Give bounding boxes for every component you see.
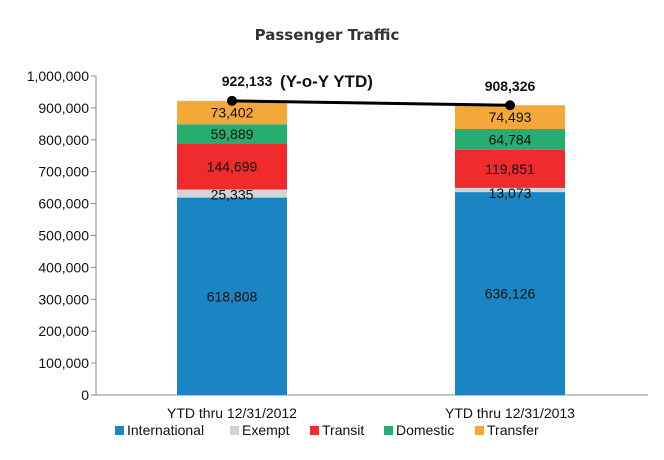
legend-swatch-transit	[310, 426, 319, 435]
segment-value-label: 25,335	[211, 187, 254, 203]
segment-value-label: 73,402	[211, 105, 254, 121]
bar-segment-transit	[177, 143, 287, 190]
legend-label-domestic: Domestic	[396, 422, 454, 438]
bar-segment-international	[177, 197, 287, 395]
y-tick-label: 500,000	[38, 228, 89, 244]
legend-swatch-transfer	[475, 426, 484, 435]
bars	[177, 100, 565, 395]
segment-value-label: 636,126	[485, 286, 536, 302]
segment-value-label: 59,889	[211, 126, 254, 142]
bar-segment-international	[455, 192, 565, 395]
category-label: YTD thru 12/31/2012	[167, 405, 297, 421]
legend-swatch-exempt	[230, 426, 239, 435]
legend-swatch-international	[115, 426, 124, 435]
legend-swatch-domestic	[384, 426, 393, 435]
y-tick-label: 200,000	[38, 323, 89, 339]
yoy-annotation: (Y-o-Y YTD)	[280, 72, 373, 91]
y-tick-label: 0	[81, 387, 89, 403]
total-marker	[505, 100, 515, 111]
total-marker	[227, 95, 237, 106]
segment-value-label: 618,808	[207, 288, 258, 304]
y-tick-label: 1,000,000	[27, 68, 89, 84]
bar-segment-domestic	[455, 129, 565, 150]
x-axis: YTD thru 12/31/2012 YTD thru 12/31/2013	[167, 405, 575, 421]
segment-value-label: 64,784	[489, 131, 532, 147]
segment-labels: 618,808 25,335 144,699 59,889 73,402 636,126 1…	[207, 105, 536, 305]
y-tick-label: 700,000	[38, 164, 89, 180]
segment-value-label: 13,073	[489, 185, 532, 201]
y-tick-label: 900,000	[38, 100, 89, 116]
legend-label-exempt: Exempt	[242, 422, 290, 438]
segment-value-label: 74,493	[489, 109, 532, 125]
total-label: 908,326	[485, 78, 536, 94]
bar-segment-transit	[455, 149, 565, 188]
legend-label-international: International	[127, 422, 204, 438]
legend-label-transfer: Transfer	[487, 422, 539, 438]
legend: International Exempt Transit Domestic Transf…	[115, 422, 539, 438]
segment-value-label: 144,699	[207, 158, 258, 174]
total-line: 922,133 (Y-o-Y YTD) 908,326	[222, 72, 536, 111]
bar-segment-domestic	[177, 124, 287, 144]
bar-segment-exempt	[455, 187, 565, 193]
total-label: 922,133	[222, 73, 273, 89]
legend-label-transit: Transit	[322, 422, 364, 438]
y-tick-label: 400,000	[38, 259, 89, 275]
y-tick-label: 800,000	[38, 132, 89, 148]
y-tick-label: 300,000	[38, 291, 89, 307]
total-trend-line	[231, 99, 511, 107]
category-label: YTD thru 12/31/2013	[445, 405, 575, 421]
y-tick-label: 600,000	[38, 196, 89, 212]
bar-segment-exempt	[177, 189, 287, 198]
chart-title: Passenger Traffic	[255, 26, 400, 44]
bar-segment-transfer	[177, 100, 287, 125]
y-tick-label: 100,000	[38, 355, 89, 371]
bar-segment-transfer	[455, 105, 565, 130]
y-axis: 0 100,000 200,000 300,000 400,000 500,000 600,…	[27, 68, 648, 403]
segment-value-label: 119,851	[485, 161, 535, 177]
